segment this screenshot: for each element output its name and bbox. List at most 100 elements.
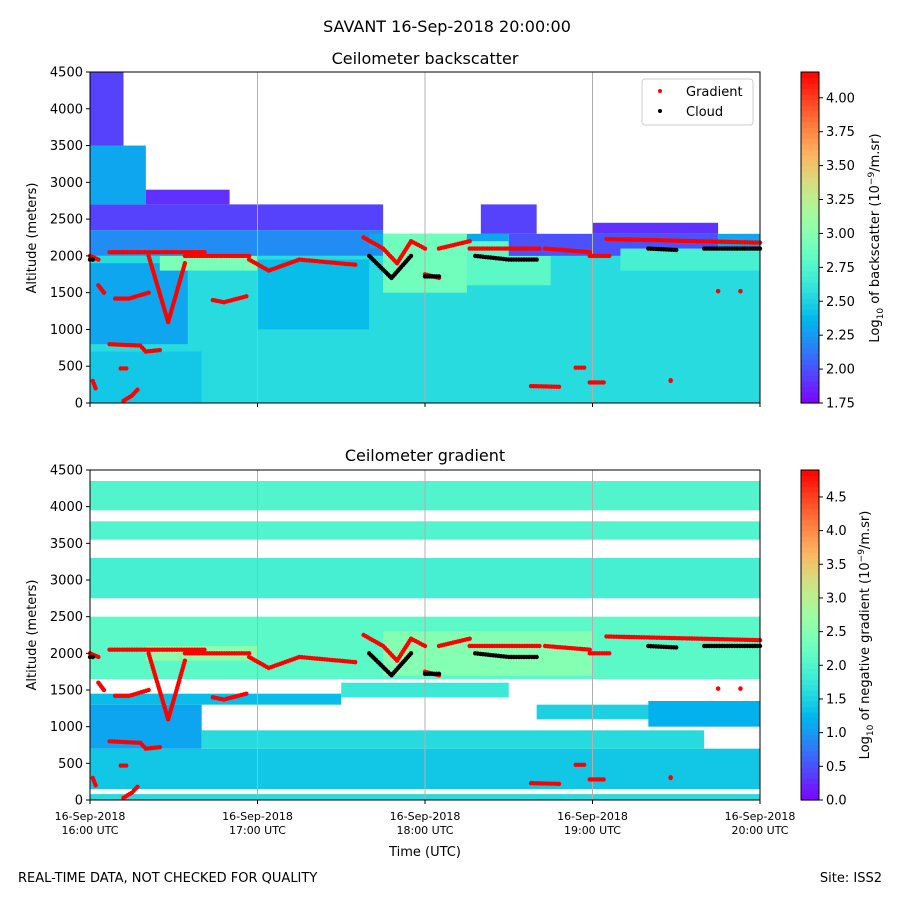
- colorbar-segment: [801, 778, 819, 785]
- gradient-point: [124, 366, 129, 371]
- colorbar-segment: [801, 138, 819, 145]
- figure-title: SAVANT 16-Sep-2018 20:00:00: [323, 17, 571, 36]
- gradient-point: [587, 250, 592, 255]
- colorbar-segment: [801, 309, 819, 316]
- colorbar-segment: [801, 679, 819, 686]
- y-tick-label: 4000: [50, 500, 83, 515]
- legend: Gradient Cloud: [641, 78, 754, 126]
- colorbar-segment: [801, 519, 819, 526]
- colorbar-segment: [801, 629, 819, 636]
- y-tick-label: 4500: [50, 66, 83, 81]
- gradient-point: [607, 253, 612, 259]
- colorbar-segment: [801, 303, 819, 310]
- colorbar-segment: [801, 772, 819, 779]
- colorbar-tick-label: 2.5: [826, 625, 847, 640]
- colorbar-segment: [801, 248, 819, 255]
- colorbar-segment: [801, 640, 819, 647]
- cloud-point: [534, 654, 539, 660]
- colorbar-segment: [801, 607, 819, 614]
- legend-cloud-label: Cloud: [686, 105, 723, 120]
- cloud-point: [408, 253, 414, 259]
- heatmap-cell: [159, 255, 258, 271]
- cloud-point: [674, 645, 679, 650]
- y-tick-label: 4500: [50, 464, 83, 479]
- grid-lines: [257, 72, 593, 403]
- colorbar-segment: [801, 254, 819, 261]
- colorbar-segment: [801, 391, 819, 399]
- colorbar-label: Log10 of backscatter (10−9/m.sr): [867, 133, 886, 342]
- gradient-point: [353, 262, 358, 267]
- colorbar-tick-label: 3.5: [826, 558, 847, 573]
- colorbar-tick-label: 3.0: [826, 591, 847, 606]
- cloud-point: [436, 274, 442, 279]
- cloud-point: [90, 654, 95, 660]
- colorbar-segment: [801, 105, 819, 112]
- colorbar-segment: [801, 265, 819, 272]
- colorbar-segment: [801, 574, 819, 581]
- x-axis: [89, 403, 761, 407]
- colorbar-segment: [801, 585, 819, 592]
- colorbar-tick-label: 3.00: [826, 227, 855, 242]
- gradient-point: [467, 238, 472, 244]
- colorbar-segment: [801, 154, 819, 161]
- colorbar-segment: [801, 613, 819, 620]
- cloud-point: [534, 257, 539, 262]
- colorbar-tick-label: 1.75: [826, 397, 855, 412]
- colorbar-segment: [801, 486, 819, 493]
- colorbar-segment: [801, 187, 819, 194]
- colorbar-segment: [801, 662, 819, 669]
- colorbar-segment: [801, 259, 819, 266]
- colorbar-segment: [801, 193, 819, 200]
- y-tick-label: 3500: [50, 537, 83, 552]
- colorbar-segment: [801, 706, 819, 713]
- gradient-point: [182, 658, 188, 663]
- colorbar-segment: [801, 116, 819, 123]
- colorbar-segment: [801, 591, 819, 598]
- colorbar-segment: [801, 789, 819, 796]
- colorbar-segment: [801, 276, 819, 283]
- y-tick-label: 3500: [50, 139, 83, 154]
- colorbar-segment: [801, 386, 819, 393]
- panel-title: Ceilometer gradient: [345, 446, 505, 465]
- x-tick-time: 19:00 UTC: [564, 824, 621, 837]
- gradient-point: [668, 377, 673, 383]
- y-tick-label: 4000: [50, 102, 83, 117]
- gradient-point: [467, 636, 472, 641]
- colorbar-segment: [801, 364, 819, 371]
- gradient-point: [601, 777, 606, 782]
- colorbar-segment: [801, 701, 819, 708]
- heatmap-cell: [620, 248, 760, 271]
- colorbar: 1.75 2.00 2.25 2.50 2.75 3.00 3.25 3.50 3.75 4.00: [800, 71, 855, 412]
- colorbar-segment: [801, 783, 819, 790]
- colorbar-segment: [801, 596, 819, 603]
- colorbar-tick-label: 4.5: [826, 490, 847, 505]
- legend-box: [641, 78, 754, 126]
- y-tick-label: 0: [75, 794, 83, 809]
- colorbar-segment: [801, 690, 819, 697]
- colorbar-segment: [801, 287, 819, 294]
- backscatter-panel: Ceilometer backscatter 0 500 1000 1500 2000 2…: [25, 49, 886, 412]
- colorbar-segment: [801, 171, 819, 178]
- legend-gradient-label: Gradient: [686, 85, 743, 100]
- colorbar-segment: [801, 72, 819, 79]
- colorbar-segment: [801, 756, 819, 763]
- gradient-point: [715, 288, 721, 294]
- cloud-point: [90, 257, 95, 262]
- colorbar-tick-label: 2.25: [826, 329, 855, 344]
- colorbar-segment: [801, 99, 819, 106]
- colorbar-segment: [801, 380, 819, 388]
- gradient-point: [587, 647, 592, 652]
- colorbar-segment: [801, 508, 819, 515]
- gradient-point: [146, 290, 151, 295]
- colorbar-tick-label: 1.0: [826, 726, 847, 741]
- colorbar-segment: [801, 215, 819, 222]
- footer-site: Site: ISS2: [820, 871, 882, 886]
- gradient-point: [96, 654, 101, 660]
- colorbar-segment: [801, 160, 819, 167]
- gradient-point: [202, 647, 207, 652]
- colorbar-frame: [800, 469, 820, 801]
- colorbar-segment: [801, 514, 819, 521]
- cloud-point: [408, 651, 414, 656]
